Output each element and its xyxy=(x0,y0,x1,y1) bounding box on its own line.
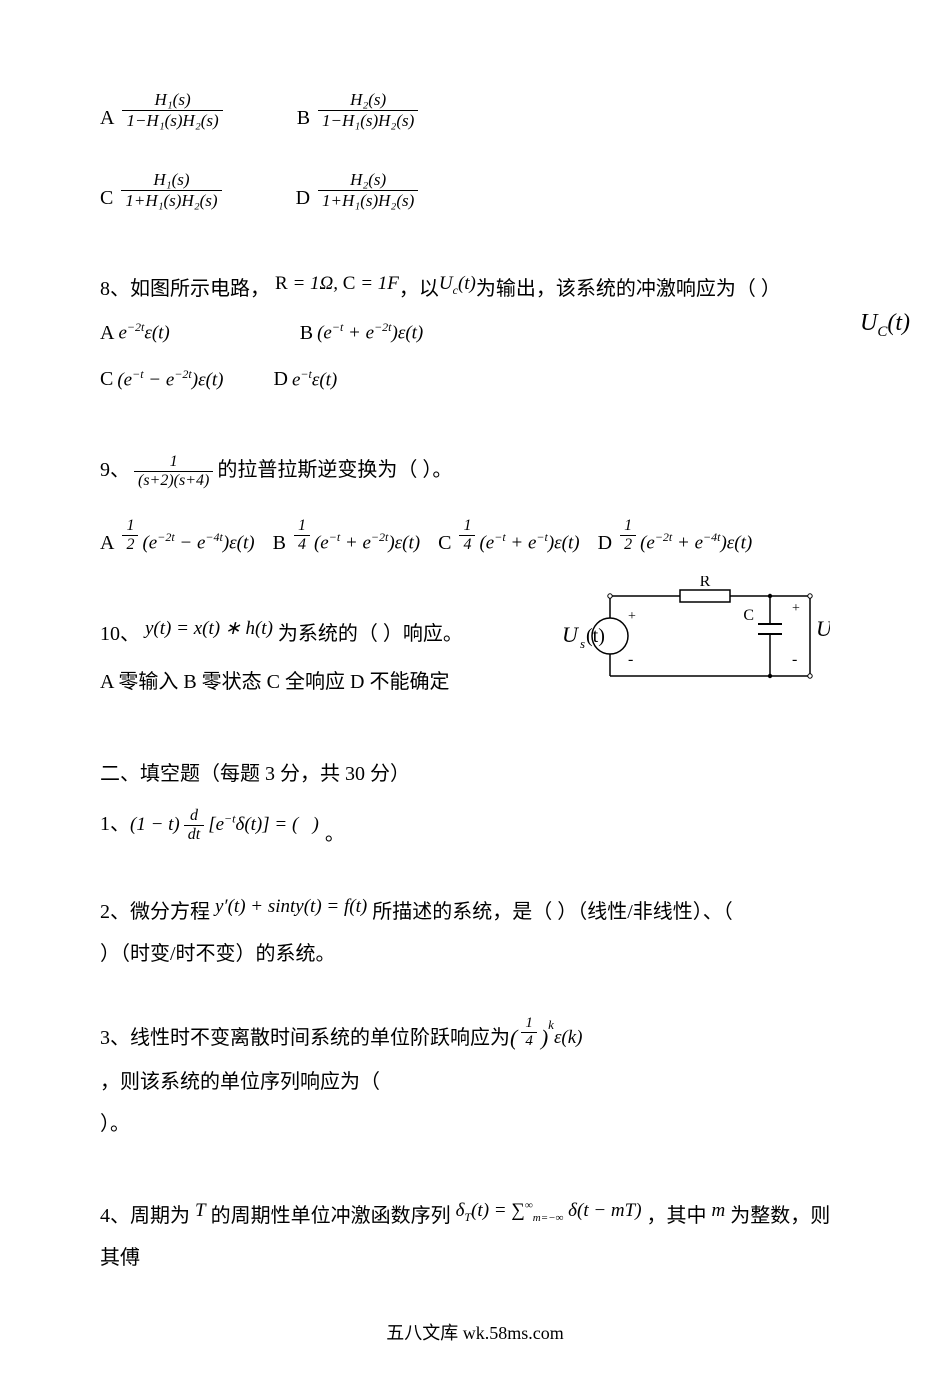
frac-num: H₁(s) xyxy=(151,90,195,110)
frac-den: 1+H₁(s)H₂(s) xyxy=(121,190,221,211)
opt-label: A xyxy=(100,107,114,130)
blank: （ ） xyxy=(736,278,781,300)
svg-text:U: U xyxy=(562,622,580,647)
text: ）。 xyxy=(100,1103,850,1145)
fill-1: 1、 (1 − t) d dt [e−tδ(t)] = ( ) 。 xyxy=(100,803,850,845)
exam-page: A H₁(s) 1−H₁(s)H₂(s) B H₂(s) 1−H₁(s)H₂(s… xyxy=(0,0,950,1385)
svg-text:C: C xyxy=(743,607,754,624)
opt-label: D xyxy=(598,532,612,555)
frac-den: 1−H₁(s)H₂(s) xyxy=(122,110,222,131)
svg-text:(t): (t) xyxy=(586,625,605,647)
dot: 。 xyxy=(325,813,345,855)
frac-den: (s+2)(s+4) xyxy=(134,471,213,490)
svg-text:s: s xyxy=(580,636,585,651)
label: 1、 xyxy=(100,803,130,845)
text: 为系统的（ ）响应。 xyxy=(278,623,463,645)
exponent: k xyxy=(548,1011,554,1038)
q9: 9、 1 (s+2)(s+4) 的拉普拉斯逆变换为（ ）。 A 12 (e−2t… xyxy=(100,449,850,555)
opt-label: C xyxy=(100,187,113,210)
q8-stem: 8、如图所示电路， R = 1Ω, C = 1F，以，以Uc(t)为输出，该系统… xyxy=(100,268,850,310)
circuit-diagram: R C + - + - U s (t) U C xyxy=(510,576,830,696)
text: 10、 xyxy=(100,623,140,645)
opt-label: D xyxy=(274,368,288,391)
frac-num: d xyxy=(186,807,202,825)
opt-label: A xyxy=(100,532,114,555)
text: 4、周期为 xyxy=(100,1205,190,1227)
text: ，其中 xyxy=(647,1205,707,1227)
fill-2: 2、微分方程 y′(t) + sinty(t) = f(t) 所描述的系统，是（… xyxy=(100,891,850,975)
opt-label: A xyxy=(100,322,114,345)
q7-opt-c: C H₁(s) 1+H₁(s)H₂(s) xyxy=(100,170,226,210)
q8-opt-c: C (e−t − e−2t)ε(t) xyxy=(100,367,224,391)
text: 3、线性时不变离散时间系统的单位阶跃响应为 xyxy=(100,1017,510,1059)
uc-label: UC(t) xyxy=(860,310,910,341)
q7-opt-b: B H₂(s) 1−H₁(s)H₂(s) xyxy=(297,90,423,130)
fill-3: 3、线性时不变离散时间系统的单位阶跃响应为 ( 1 4 ) k ε(k) ，则该… xyxy=(100,1015,850,1145)
q8-opt-d: D e−tε(t) xyxy=(274,367,338,391)
opt-label: B xyxy=(297,107,310,130)
text: 8、如图所示电路， xyxy=(100,278,270,300)
page-footer: 五八文库 wk.58ms.com xyxy=(100,1319,850,1345)
text: 所描述的系统，是（ ）（线性/非线性）、（ xyxy=(372,901,733,923)
svg-text:+: + xyxy=(792,601,800,616)
q7-opt-a: A H₁(s) 1−H₁(s)H₂(s) xyxy=(100,90,227,130)
svg-text:-: - xyxy=(792,651,797,668)
svg-text:-: - xyxy=(628,651,633,668)
q7-options: A H₁(s) 1−H₁(s)H₂(s) B H₂(s) 1−H₁(s)H₂(s… xyxy=(100,90,850,210)
opt-label: B xyxy=(273,532,286,555)
q9-opt-b: B 14 (e−t + e−2t)ε(t) xyxy=(273,517,421,555)
frac-num: H₁(s) xyxy=(149,170,193,190)
text: ）（时变/时不变）的系统。 xyxy=(100,933,850,975)
fill-4: 4、周期为 T 的周期性单位冲激函数序列 δT(t) = ∑∞m=−∞ δ(t … xyxy=(100,1195,850,1279)
q8-opt-b: B (e−t + e−2t)ε(t) xyxy=(300,320,424,344)
q9-opt-a: A 12 (e−2t − e−4t)ε(t) xyxy=(100,517,255,555)
section2-title: 二、填空题（每题 3 分，共 30 分） xyxy=(100,753,850,795)
q7-opt-d: D H₂(s) 1+H₁(s)H₂(s) xyxy=(296,170,423,210)
opt-label: B xyxy=(300,322,313,345)
text: 2、微分方程 xyxy=(100,901,210,923)
opt-label: C xyxy=(100,368,113,391)
q9-opt-c: C 14 (e−t + e−t)ε(t) xyxy=(438,517,580,555)
svg-text:+: + xyxy=(628,609,636,624)
text: 的周期性单位冲激函数序列 xyxy=(211,1205,451,1227)
q8: 8、如图所示电路， R = 1Ω, C = 1F，以，以Uc(t)为输出，该系统… xyxy=(100,268,850,391)
q9-opt-d: D 12 (e−2t + e−4t)ε(t) xyxy=(598,517,753,555)
frac-num: H₂(s) xyxy=(346,90,390,110)
frac-num: H₂(s) xyxy=(346,170,390,190)
svg-text:R: R xyxy=(700,576,711,590)
frac-den: dt xyxy=(184,825,204,844)
text: 9、 xyxy=(100,449,130,491)
frac-num: 1 xyxy=(166,453,182,471)
frac-den: 1−H₁(s)H₂(s) xyxy=(318,110,418,131)
text: 为输出，该系统的冲激响应为 xyxy=(476,278,736,300)
frac-den: 1+H₁(s)H₂(s) xyxy=(318,190,418,211)
q8-opt-a: A e−2tε(t) xyxy=(100,320,170,344)
opt-label: C xyxy=(438,532,451,555)
text: ，则该系统的单位序列响应为（ xyxy=(100,1061,380,1103)
opt-label: D xyxy=(296,187,310,210)
text: 的拉普拉斯逆变换为（ ）。 xyxy=(217,449,452,491)
svg-text:U: U xyxy=(816,616,830,641)
